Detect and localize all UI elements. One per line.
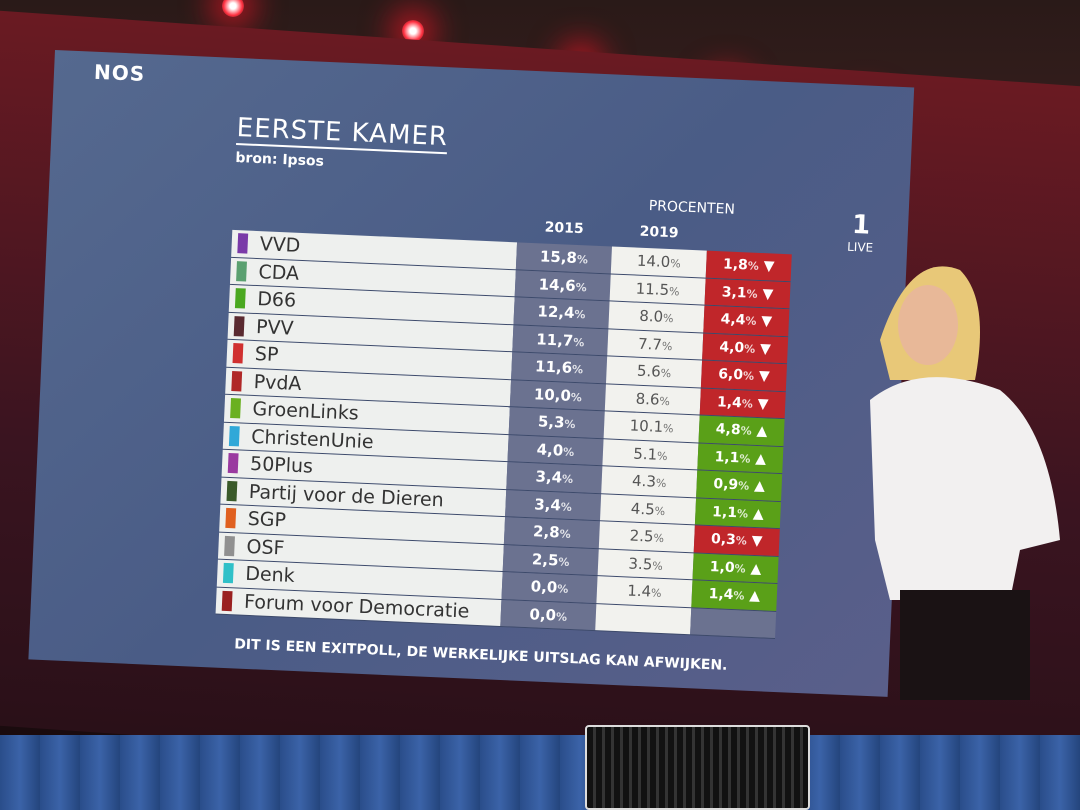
value-2015: 2,5%: [502, 544, 599, 576]
party-name: SGP: [247, 508, 287, 532]
value-2019: 5.1%: [602, 438, 699, 470]
arrow-up-icon: ▲: [747, 505, 765, 522]
party-name: PVV: [255, 315, 295, 340]
change-cell: 0,3% ▼: [693, 525, 780, 556]
value-2015: 11,7%: [512, 324, 609, 356]
value-2019: 3.5%: [597, 548, 694, 580]
party-name: D66: [256, 288, 297, 312]
party-name: VVD: [259, 233, 301, 258]
party-name: PvdA: [253, 370, 302, 395]
party-name: SP: [254, 343, 279, 367]
value-2015: 0,0%: [500, 599, 597, 631]
value-2019: 1.4%: [596, 576, 693, 607]
value-2019: 14.0%: [610, 246, 707, 278]
arrow-down-icon: ▼: [746, 532, 763, 550]
change-cell: [690, 607, 777, 638]
value-2015: 2,8%: [503, 517, 600, 548]
party-color-swatch: [226, 480, 238, 502]
change-cell: 1,1% ▲: [697, 442, 784, 474]
party-color-swatch: [225, 508, 237, 529]
stage-light: [222, 0, 244, 17]
channel-badge: 1 LIVE: [846, 209, 874, 255]
party-color-swatch: [236, 260, 247, 282]
value-2015: 3,4%: [506, 462, 603, 493]
change-cell: 4,0% ▼: [702, 333, 789, 364]
arrow-up-icon: ▲: [744, 587, 761, 605]
value-2019: 7.7%: [607, 328, 704, 360]
arrow-down-icon: ▼: [757, 285, 774, 303]
change-cell: 1,8% ▼: [705, 250, 792, 281]
value-2019: 5.6%: [606, 356, 703, 387]
party-name: CDA: [258, 260, 300, 285]
arrow-down-icon: ▼: [753, 367, 771, 385]
arrow-down-icon: ▼: [752, 395, 769, 412]
column-header-2019: 2019: [639, 223, 679, 242]
party-color-swatch: [228, 425, 240, 447]
arrow-down-icon: ▼: [758, 257, 775, 275]
value-2019: 4.5%: [600, 493, 697, 525]
value-2019: 10.1%: [603, 411, 700, 442]
change-cell: 1,0% ▲: [692, 552, 779, 584]
change-cell: 4,4% ▼: [703, 305, 790, 336]
value-2015: 3,4%: [505, 489, 602, 521]
party-color-swatch: [232, 343, 244, 364]
value-2019: 8.6%: [604, 383, 701, 415]
stage-curtain: [0, 735, 1080, 810]
chart-source: bron: Ipsos: [235, 149, 325, 170]
change-cell: 6,0% ▼: [700, 360, 787, 391]
party-color-swatch: [230, 398, 241, 419]
change-cell: 1,4% ▲: [691, 580, 778, 611]
change-cell: 1,1% ▲: [694, 497, 781, 529]
value-2019: 8.0%: [608, 301, 705, 333]
value-2015: 4,0%: [507, 434, 604, 466]
party-color-swatch: [234, 288, 246, 309]
value-2015: 14,6%: [514, 269, 611, 301]
party-color-swatch: [221, 590, 233, 611]
value-2019: 2.5%: [598, 521, 695, 552]
value-2015: 15,8%: [515, 242, 612, 273]
arrow-up-icon: ▲: [751, 422, 768, 440]
results-graphic: NOS EERSTE KAMER bron: Ipsos PROCENTEN 2…: [28, 50, 915, 697]
value-2015: 0,0%: [501, 572, 598, 603]
value-2015: 12,4%: [513, 297, 610, 328]
party-color-swatch: [222, 563, 234, 584]
chart-title: EERSTE KAMER: [236, 113, 449, 155]
value-2019: 11.5%: [609, 273, 706, 305]
presenter: [870, 266, 1060, 700]
footnote: DIT IS EEN EXITPOLL, DE WERKELIJKE UITSL…: [233, 636, 728, 674]
party-color-swatch: [237, 233, 249, 254]
nos-logo: NOS: [93, 59, 146, 86]
group-header: PROCENTEN: [648, 198, 736, 218]
value-2019: [595, 603, 692, 635]
stage-monitor-speaker: [585, 725, 810, 810]
party-color-swatch: [233, 315, 245, 337]
party-name: OSF: [246, 535, 285, 560]
party-name: Denk: [244, 563, 296, 588]
change-cell: 3,1% ▼: [704, 278, 791, 309]
change-cell: 1,4% ▼: [699, 387, 786, 419]
party-name: GroenLinks: [252, 398, 360, 425]
party-name: ChristenUnie: [250, 425, 375, 454]
party-name: 50Plus: [249, 453, 314, 478]
value-2019: 4.3%: [601, 466, 698, 497]
arrow-up-icon: ▲: [750, 450, 767, 467]
value-2015: 5,3%: [508, 407, 605, 438]
arrow-up-icon: ▲: [748, 477, 766, 495]
change-cell: 0,9% ▲: [696, 470, 783, 501]
arrow-down-icon: ▼: [756, 312, 773, 330]
results-table: VVD 15,8% 14.0% 1,8% ▼ CDA 14,6% 11.5% 3,…: [215, 229, 792, 639]
change-cell: 4,8% ▲: [698, 415, 785, 446]
stage-light: [402, 20, 424, 42]
arrow-up-icon: ▲: [745, 560, 762, 577]
value-2015: 11,6%: [511, 352, 608, 383]
party-color-swatch: [224, 535, 235, 557]
value-2015: 10,0%: [509, 379, 606, 411]
column-header-2015: 2015: [544, 219, 585, 238]
party-color-swatch: [231, 370, 243, 392]
arrow-down-icon: ▼: [754, 340, 772, 358]
party-color-swatch: [227, 453, 239, 474]
